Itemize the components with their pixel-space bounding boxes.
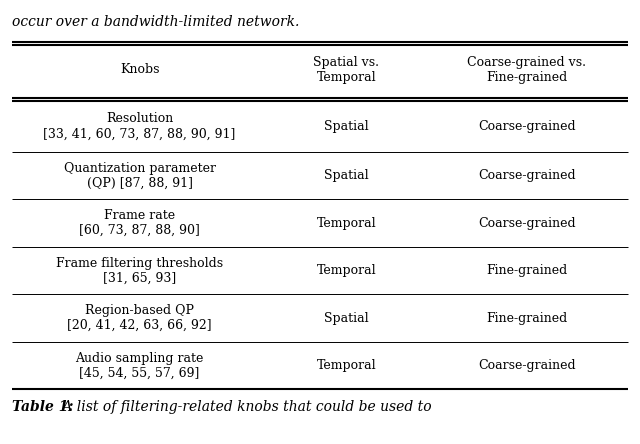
Text: occur over a bandwidth-limited network.: occur over a bandwidth-limited network. bbox=[12, 15, 299, 29]
Text: Coarse-grained: Coarse-grained bbox=[478, 120, 575, 133]
Text: Region-based QP
[20, 41, 42, 63, 66, 92]: Region-based QP [20, 41, 42, 63, 66, 92] bbox=[67, 304, 212, 332]
Text: Coarse-grained: Coarse-grained bbox=[478, 169, 575, 182]
Text: A list of filtering-related knobs that could be used to: A list of filtering-related knobs that c… bbox=[58, 400, 431, 415]
Text: Table 1:: Table 1: bbox=[12, 400, 73, 415]
Text: Spatial: Spatial bbox=[324, 312, 369, 325]
Text: Coarse-grained: Coarse-grained bbox=[478, 217, 575, 230]
Text: Coarse-grained: Coarse-grained bbox=[478, 359, 575, 372]
Text: Fine-grained: Fine-grained bbox=[486, 312, 567, 325]
Text: Temporal: Temporal bbox=[316, 264, 376, 277]
Text: Quantization parameter
(QP) [87, 88, 91]: Quantization parameter (QP) [87, 88, 91] bbox=[63, 162, 216, 190]
Text: Audio sampling rate
[45, 54, 55, 57, 69]: Audio sampling rate [45, 54, 55, 57, 69] bbox=[76, 352, 204, 380]
Text: Spatial vs.
Temporal: Spatial vs. Temporal bbox=[313, 56, 380, 84]
Text: Resolution
[33, 41, 60, 73, 87, 88, 90, 91]: Resolution [33, 41, 60, 73, 87, 88, 90, … bbox=[44, 112, 236, 140]
Text: Spatial: Spatial bbox=[324, 120, 369, 133]
Text: Frame rate
[60, 73, 87, 88, 90]: Frame rate [60, 73, 87, 88, 90] bbox=[79, 209, 200, 237]
Text: Frame filtering thresholds
[31, 65, 93]: Frame filtering thresholds [31, 65, 93] bbox=[56, 257, 223, 285]
Text: Fine-grained: Fine-grained bbox=[486, 264, 567, 277]
Text: Knobs: Knobs bbox=[120, 63, 159, 76]
Text: Temporal: Temporal bbox=[316, 359, 376, 372]
Text: Spatial: Spatial bbox=[324, 169, 369, 182]
Text: Temporal: Temporal bbox=[316, 217, 376, 230]
Text: Coarse-grained vs.
Fine-grained: Coarse-grained vs. Fine-grained bbox=[467, 56, 586, 84]
